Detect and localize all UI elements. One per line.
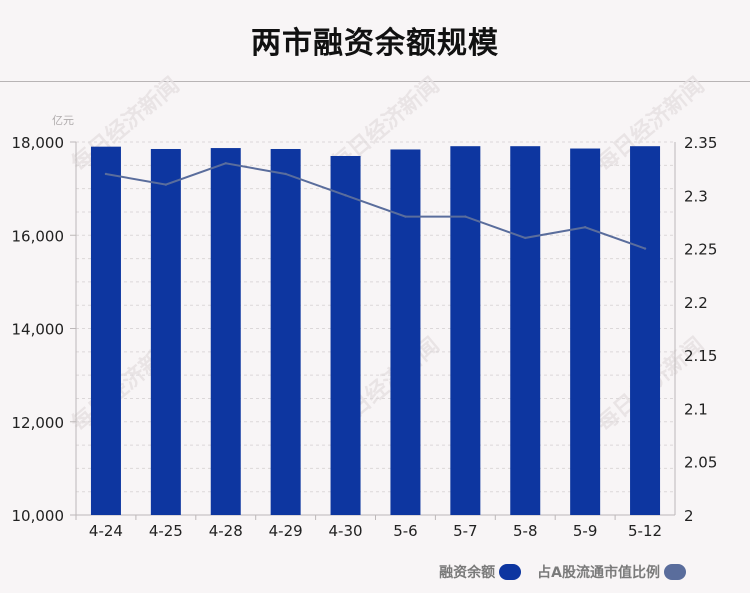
bar xyxy=(510,146,541,516)
legend-label-bar: 融资余额 xyxy=(439,565,496,581)
y-left-tick-label: 10,000 xyxy=(12,507,65,525)
bar xyxy=(90,146,121,515)
ratio-point xyxy=(164,183,168,186)
x-tick-label: 4-25 xyxy=(149,522,183,540)
ratio-point xyxy=(284,172,287,176)
y-right-tick-label: 2.25 xyxy=(684,241,717,259)
y-right-tick-label: 2.1 xyxy=(684,400,708,418)
ratio-point xyxy=(583,226,587,229)
ratio-point xyxy=(404,215,407,218)
y-left-tick-label: 14,000 xyxy=(12,321,65,339)
legend-label-line: 占A股流通市值比例 xyxy=(537,565,660,581)
y-right-tick-label: 2.2 xyxy=(684,294,708,312)
y-right-tick-label: 2.05 xyxy=(684,454,717,472)
y-axis-left-unit: 亿元 xyxy=(52,114,74,127)
ratio-point xyxy=(643,247,647,250)
x-tick-label: 5-9 xyxy=(573,522,598,540)
legend-swatch-line xyxy=(664,564,686,580)
chart-title: 两市融资余额规模 xyxy=(251,26,499,61)
y-right-tick-label: 2.35 xyxy=(684,134,717,152)
bar xyxy=(390,149,421,515)
y-right-tick-label: 2.15 xyxy=(684,347,717,365)
x-tick-label: 4-28 xyxy=(209,522,243,540)
x-tick-label: 5-12 xyxy=(628,522,662,540)
chart-legend: 融资余额 占A股流通市值比例 xyxy=(423,562,686,582)
title-divider xyxy=(0,81,750,82)
x-tick-label: 5-6 xyxy=(393,522,418,540)
y-right-tick-label: 2 xyxy=(684,507,694,525)
bar xyxy=(450,146,481,516)
bar xyxy=(330,155,361,516)
legend-swatch-bar xyxy=(499,564,522,580)
legend-item-bar: 融资余额 xyxy=(439,562,522,582)
y-left-tick-label: 16,000 xyxy=(12,227,65,245)
ratio-point xyxy=(524,236,527,240)
y-left-tick-label: 12,000 xyxy=(12,414,65,432)
ratio-line xyxy=(105,162,646,250)
ratio-point xyxy=(344,194,347,197)
bar xyxy=(210,148,241,515)
bar xyxy=(570,148,601,515)
legend-item-line: 占A股流通市值比例 xyxy=(537,562,686,582)
bar xyxy=(630,146,661,516)
x-tick-label: 4-29 xyxy=(269,522,303,540)
x-tick-label: 5-7 xyxy=(453,522,478,540)
ratio-point xyxy=(104,172,108,176)
x-tick-label: 4-24 xyxy=(89,522,123,540)
x-tick-label: 5-8 xyxy=(513,522,538,540)
y-left-tick-label: 18,000 xyxy=(12,134,65,152)
bar xyxy=(150,148,181,515)
x-tick-label: 4-30 xyxy=(329,522,363,540)
ratio-point xyxy=(464,215,467,218)
y-right-tick-label: 2.3 xyxy=(684,187,708,205)
ratio-point xyxy=(224,162,227,165)
bar xyxy=(270,148,301,515)
